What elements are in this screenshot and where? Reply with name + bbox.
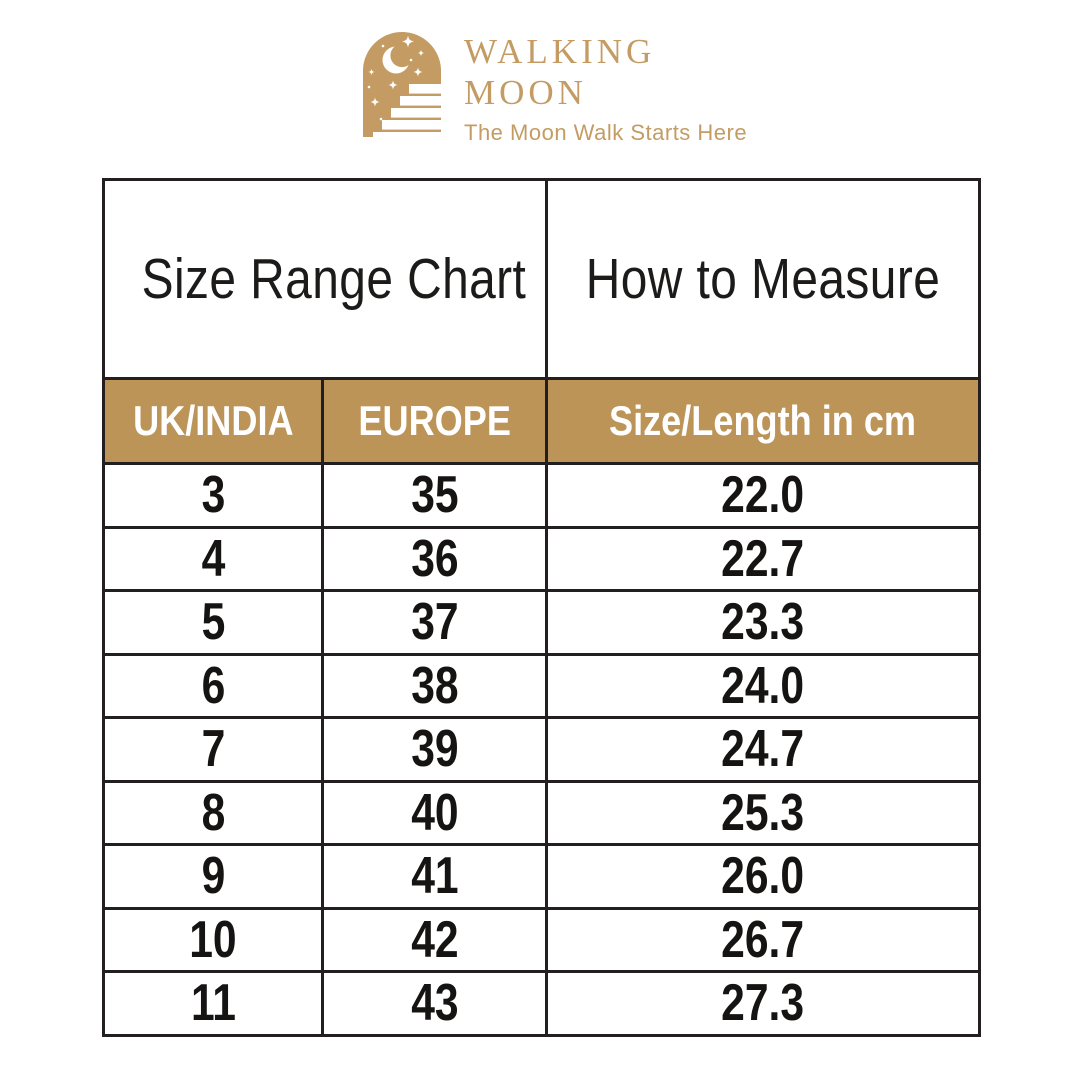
column-header-row: UK/INDIA EUROPE Size/Length in cm xyxy=(102,377,981,465)
cell-length-cm: 22.0 xyxy=(545,462,981,529)
cell-length-cm: 22.7 xyxy=(545,525,981,592)
table-row: 10 42 26.7 xyxy=(102,906,981,973)
cell-eu-size: 38 xyxy=(321,652,548,719)
table-row: 6 38 24.0 xyxy=(102,652,981,719)
brand-text-block: WALKING MOON The Moon Walk Starts Here xyxy=(464,31,747,146)
section-header-how-to-measure: How to Measure xyxy=(545,178,981,380)
cell-eu-size: 42 xyxy=(321,906,548,973)
cell-length-cm: 24.7 xyxy=(545,716,981,783)
table-row: 7 39 24.7 xyxy=(102,716,981,783)
size-chart-table: Size Range Chart How to Measure UK/INDIA… xyxy=(102,178,981,1037)
sparkle-stars-icon xyxy=(367,35,425,121)
cell-uk-size: 5 xyxy=(102,589,324,656)
table-row: 8 40 25.3 xyxy=(102,779,981,846)
table-row: 5 37 23.3 xyxy=(102,589,981,656)
cell-uk-size: 7 xyxy=(102,716,324,783)
arch-moon-staircase-icon xyxy=(363,32,448,138)
table-row: 4 36 22.7 xyxy=(102,525,981,592)
section-header-size-range-label: Size Range Chart xyxy=(141,247,527,311)
cell-uk-size: 9 xyxy=(102,843,324,910)
cell-uk-size: 8 xyxy=(102,779,324,846)
cell-length-cm: 23.3 xyxy=(545,589,981,656)
brand-name-line2: MOON xyxy=(464,73,587,112)
cell-eu-size: 43 xyxy=(321,970,548,1037)
section-header-row: Size Range Chart How to Measure xyxy=(102,178,981,380)
cell-length-cm: 25.3 xyxy=(545,779,981,846)
cell-length-cm: 26.7 xyxy=(545,906,981,973)
cell-eu-size: 37 xyxy=(321,589,548,656)
column-header-uk-india: UK/INDIA xyxy=(102,377,324,465)
column-header-europe: EUROPE xyxy=(321,377,548,465)
cell-uk-size: 3 xyxy=(102,462,324,529)
cell-uk-size: 10 xyxy=(102,906,324,973)
cell-uk-size: 11 xyxy=(102,970,324,1037)
cell-eu-size: 35 xyxy=(321,462,548,529)
staircase-icon xyxy=(373,84,448,138)
cell-eu-size: 36 xyxy=(321,525,548,592)
table-row: 3 35 22.0 xyxy=(102,462,981,529)
cell-eu-size: 41 xyxy=(321,843,548,910)
crescent-moon-icon xyxy=(382,43,414,74)
cell-uk-size: 4 xyxy=(102,525,324,592)
brand-logo: WALKING MOON The Moon Walk Starts Here xyxy=(363,31,747,146)
cell-length-cm: 27.3 xyxy=(545,970,981,1037)
column-header-length-cm: Size/Length in cm xyxy=(545,377,981,465)
cell-eu-size: 40 xyxy=(321,779,548,846)
cell-eu-size: 39 xyxy=(321,716,548,783)
table-row: 9 41 26.0 xyxy=(102,843,981,910)
section-header-how-to-measure-label: How to Measure xyxy=(585,247,941,311)
section-header-size-range: Size Range Chart xyxy=(102,178,548,380)
brand-tagline: The Moon Walk Starts Here xyxy=(464,120,748,145)
brand-name-line1: WALKING xyxy=(464,32,656,71)
cell-length-cm: 26.0 xyxy=(545,843,981,910)
cell-length-cm: 24.0 xyxy=(545,652,981,719)
table-row: 11 43 27.3 xyxy=(102,970,981,1037)
cell-uk-size: 6 xyxy=(102,652,324,719)
